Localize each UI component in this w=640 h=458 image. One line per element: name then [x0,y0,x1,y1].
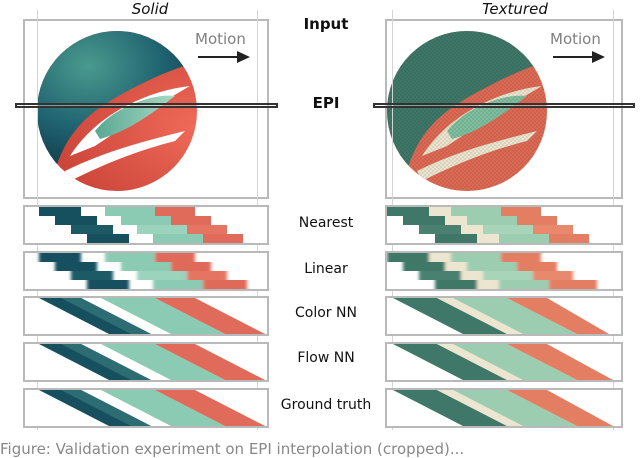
motion-label-textured: Motion [550,30,601,48]
column-title-textured: Textured [482,0,548,18]
epi-solid-nearest [23,205,269,245]
row-label-ground-truth: Ground truth [280,397,372,413]
row-label-color-nn: Color NN [295,305,357,321]
epi-scanline-solid [15,103,278,108]
motion-label-solid: Motion [195,30,246,48]
sphere-logo-textured [387,31,547,191]
epi-solid-linear [23,251,269,291]
epi-textured-ground-truth [385,388,623,428]
input-label: Input [303,15,349,33]
epi-label: EPI [312,94,340,112]
motion-arrow-icon-solid [198,51,250,63]
epi-solid-flow-nn [23,342,269,382]
input-frame-textured [385,19,623,199]
epi-scanline-textured [373,103,635,108]
figure-caption: Figure: Validation experiment on EPI int… [0,440,465,458]
row-label-flow-nn: Flow NN [297,350,355,366]
epi-textured-color-nn [385,296,623,336]
epi-textured-linear [385,251,623,291]
epi-textured-flow-nn [385,342,623,382]
column-title-solid: Solid [131,0,169,18]
row-label-linear: Linear [304,261,348,277]
epi-solid-ground-truth [23,388,269,428]
epi-solid-color-nn [23,296,269,336]
row-label-nearest: Nearest [298,215,354,231]
epi-textured-nearest [385,205,623,245]
motion-arrow-icon-textured [553,51,605,63]
